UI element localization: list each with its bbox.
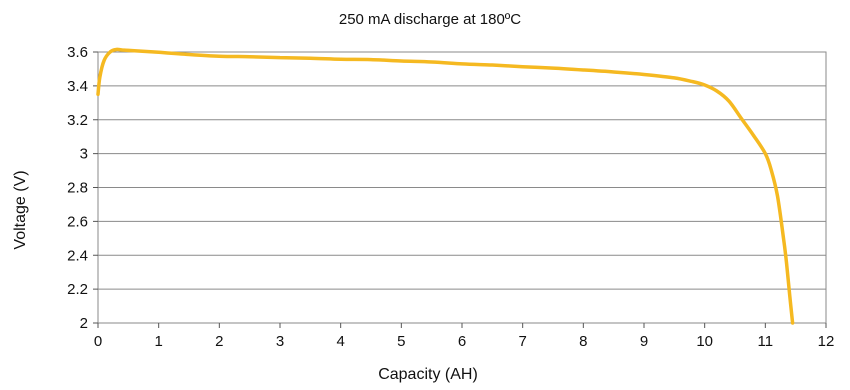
y-tick-label: 2.2	[67, 281, 88, 298]
x-tick-label: 2	[215, 333, 223, 350]
x-tick-label: 3	[276, 333, 284, 350]
x-tick-label: 11	[758, 333, 774, 350]
chart-title: 250 mA discharge at 180ºC	[339, 11, 521, 28]
y-tick-label: 2.6	[67, 213, 88, 230]
discharge-curve-line	[96, 47, 795, 325]
y-tick-label: 3.6	[67, 44, 88, 61]
x-tick-label: 5	[397, 333, 405, 350]
x-tick-label: 12	[818, 333, 835, 350]
y-tick-label: 3.2	[67, 112, 88, 129]
y-tick-label: 2.8	[67, 180, 88, 197]
y-tick-label: 2.4	[67, 247, 88, 264]
x-axis-label: Capacity (AH)	[378, 366, 478, 383]
x-tick-label: 8	[579, 333, 587, 350]
y-tick-label: 3.4	[67, 78, 88, 95]
x-tick-label: 4	[336, 333, 344, 350]
x-tick-label: 1	[154, 333, 162, 350]
y-axis-label: Voltage (V)	[12, 170, 29, 249]
x-tick-label: 9	[640, 333, 648, 350]
x-tick-label: 10	[696, 333, 713, 350]
x-tick-label: 0	[94, 333, 102, 350]
y-tick-label: 2	[80, 315, 88, 332]
x-tick-label: 7	[518, 333, 526, 350]
axes: 22.22.42.62.833.23.43.60 1 2 3 4 5 6 7 8 9 10 11 12	[67, 44, 834, 350]
series-layer	[96, 47, 795, 325]
x-tick-label: 6	[458, 333, 466, 350]
y-tick-label: 3	[80, 146, 88, 163]
